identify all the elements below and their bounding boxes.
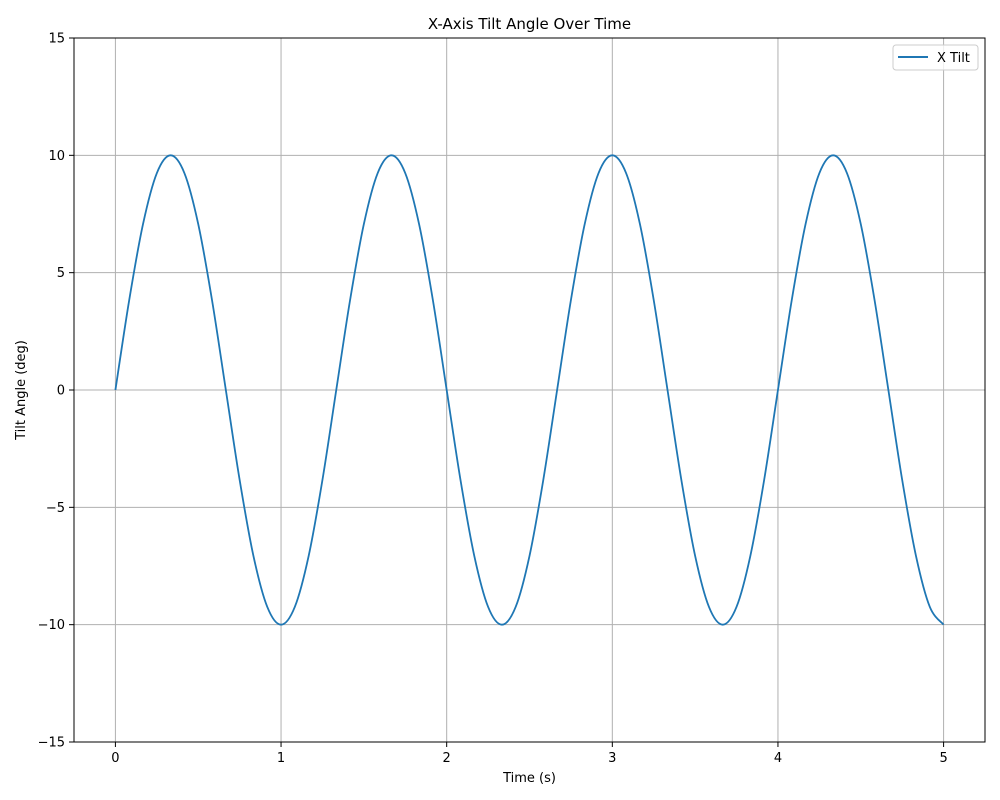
y-tick-label: 10 [48, 149, 65, 164]
x-axis-label: Time (s) [502, 771, 556, 786]
x-tick-label: 0 [111, 751, 119, 766]
x-tick-label: 5 [939, 751, 947, 766]
legend-label-x-tilt: X Tilt [937, 51, 970, 66]
y-tick-label: −15 [38, 736, 65, 751]
x-tick-label: 4 [774, 751, 782, 766]
y-tick-label: −5 [46, 501, 65, 516]
series-line-x-tilt [114, 154, 945, 626]
series-layer [114, 154, 945, 626]
y-tick-label: 5 [57, 266, 65, 281]
x-tick-label: 1 [277, 751, 285, 766]
legend-box [892, 44, 979, 71]
x-tick-label: 2 [443, 751, 451, 766]
chart-title: X-Axis Tilt Angle Over Time [428, 15, 631, 33]
x-tick-label: 3 [608, 751, 616, 766]
y-tick-label: 15 [48, 32, 65, 47]
y-axis-label: Tilt Angle (deg) [14, 340, 29, 441]
legend: X Tilt [892, 44, 979, 71]
y-tick-label: 0 [57, 384, 65, 399]
y-tick-label: −10 [38, 618, 65, 633]
ticks: 0 1 2 3 4 5 −15 −10 −5 0 5 10 15 [38, 32, 948, 767]
